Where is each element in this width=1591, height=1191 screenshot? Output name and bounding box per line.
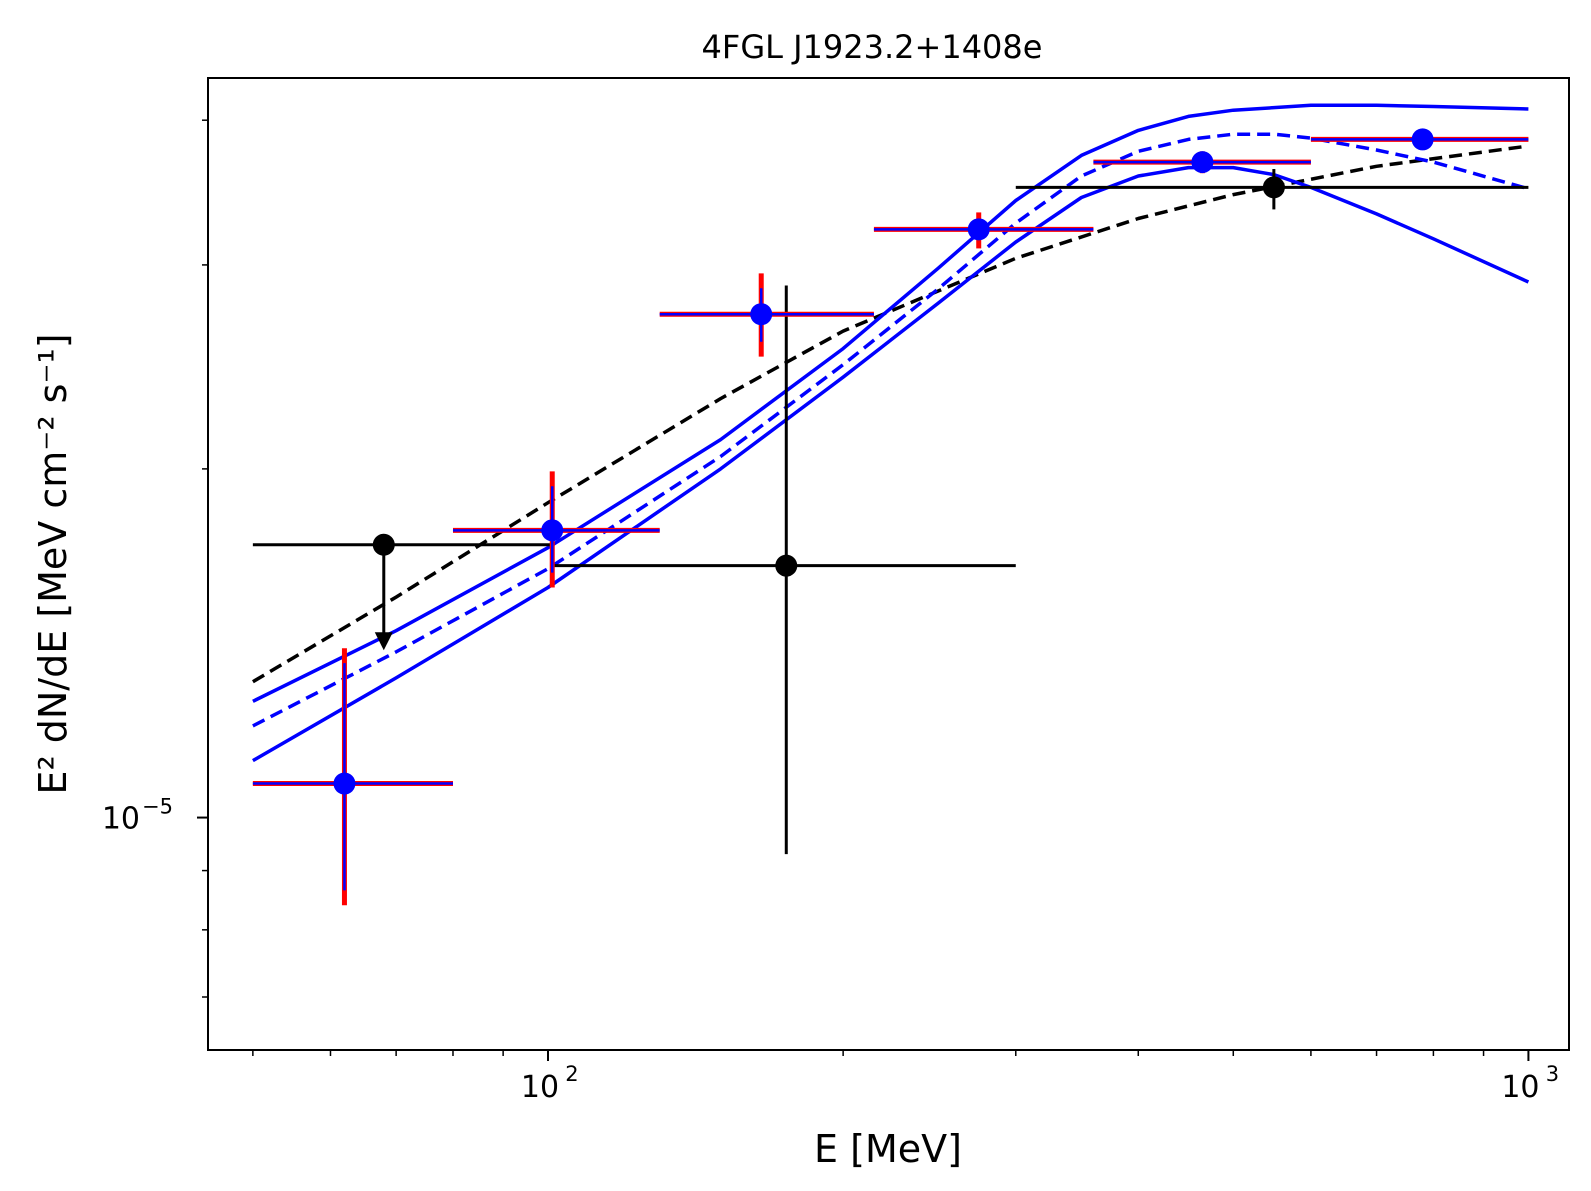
- blue-points-red-errors-point-2: [750, 303, 773, 326]
- x-tick-label: 10: [1501, 1070, 1539, 1105]
- y-axis-label: E² dN/dE [MeV cm⁻² s⁻¹]: [31, 333, 75, 794]
- blue-points-red-errors-point-0: [333, 772, 356, 795]
- model-curve-black-dashed: [252, 144, 1529, 684]
- x-tick-label-exponent: 2: [565, 1062, 578, 1086]
- y-tick-label-exponent: −5: [142, 795, 173, 819]
- plot-area: [252, 103, 1530, 906]
- blue-points-red-errors-point-4: [1191, 151, 1214, 174]
- x-tick-label: 10: [521, 1070, 559, 1105]
- y-tick-label: 10: [102, 802, 140, 837]
- black-errorbars-point-0: [372, 533, 395, 556]
- blue-points-red-errors-point-1: [541, 519, 564, 542]
- black-errorbars-point-1: [775, 554, 798, 577]
- plot-frame: [207, 77, 1570, 1051]
- model-curve-blue-dashed: [252, 132, 1529, 728]
- x-tick-label-exponent: 3: [1546, 1062, 1559, 1086]
- model-curve-blue-solid-lower: [252, 165, 1530, 763]
- chart-title: 4FGL J1923.2+1408e: [702, 28, 1043, 66]
- blue-points-red-errors-point-5: [1411, 128, 1434, 151]
- model-curve-blue-solid-upper: [252, 103, 1529, 703]
- black-errorbars-point-0-ul-arrow: [374, 632, 393, 651]
- x-axis-label: E [MeV]: [814, 1127, 962, 1171]
- black-errorbars-point-2: [1262, 176, 1285, 199]
- blue-points-red-errors-point-3: [967, 218, 990, 241]
- axes: 10 2 10 310 −5: [102, 119, 1559, 1105]
